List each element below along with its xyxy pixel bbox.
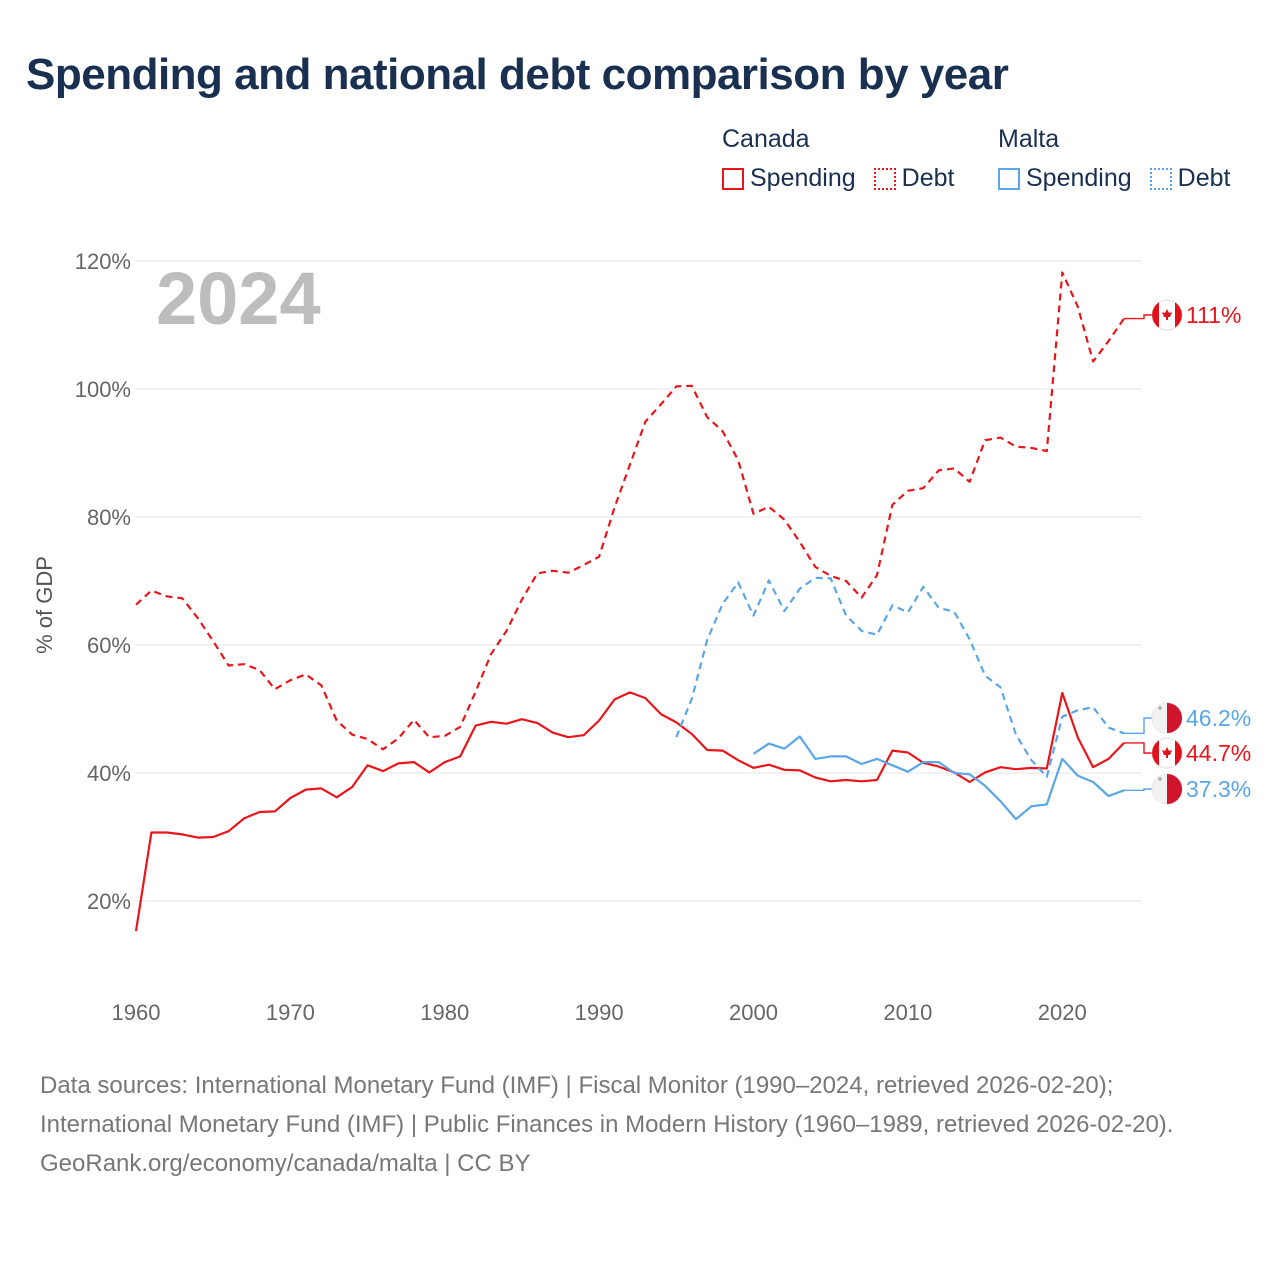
x-tick-label: 2000 [729,1000,778,1025]
george-cross-icon [1158,777,1162,781]
legend-item-label: Spending [1026,164,1132,192]
x-axis-ticks: 1960 1970 1980 1990 2000 2010 2020 [112,1000,1087,1025]
credit-link[interactable]: GeoRank.org/economy/canada/malta | CC BY [40,1150,531,1177]
legend-group-title: Malta [998,125,1060,153]
gridlines [134,260,1142,902]
series-line-malta-spending [752,735,1125,821]
legend-swatch-solid [998,167,1020,190]
footer: Data sources: International Monetary Fun… [40,1066,1240,1183]
flag-band [1152,302,1159,328]
end-connector [1124,742,1152,754]
maple-leaf-icon [1162,747,1172,758]
legend-item-label: Debt [1177,164,1231,192]
y-tick-label: 80% [87,505,131,530]
maple-leaf-icon [1162,309,1172,320]
x-tick-label: 1960 [112,1000,161,1025]
chart-title: Spending and national debt comparison by… [26,50,1009,99]
end-value-label: 37.3% [1186,776,1251,802]
legend-swatch-solid [722,167,744,190]
end-value-label: 46.2% [1186,705,1251,731]
year-overlay: 2024 [156,257,321,340]
end-connector [1124,717,1152,735]
end-value-label: 44.7% [1186,740,1251,766]
series-line-canada-spending [134,691,1125,932]
george-cross-icon [1158,706,1162,710]
legend-item-malta-debt[interactable]: Debt [1149,164,1231,193]
y-tick-label: 60% [87,633,131,658]
y-tick-label: 20% [87,889,131,914]
legend-group-title: Canada [722,125,810,153]
flag-half-white [1152,774,1167,804]
y-axis-label: % of GDP [32,556,57,654]
legend-swatch-dotted [1149,167,1172,190]
legend-item-canada-spending[interactable]: Spending [722,164,856,193]
legend-item-malta-spending[interactable]: Spending [998,164,1132,193]
series-line-malta-debt [675,576,1125,778]
data-sources: Data sources: International Monetary Fun… [40,1072,1174,1138]
legend-item-label: Debt [901,164,955,192]
flag-half-red [1167,774,1182,804]
flag-band [1152,740,1159,766]
end-connector [1124,314,1152,320]
x-tick-label: 1970 [266,1000,315,1025]
y-tick-label: 40% [87,761,131,786]
end-connector [1124,788,1152,791]
flag-band [1175,740,1182,766]
x-tick-label: 1980 [420,1000,469,1025]
legend-group-malta: Malta Spending Debt [998,124,1248,193]
flag-half-white [1152,703,1167,733]
end-value-label: 111% [1186,302,1241,328]
legend-item-label: Spending [750,164,856,192]
x-tick-label: 1990 [575,1000,624,1025]
end-markers: 44.7% 111% 37.3% 46.2% [1124,299,1251,805]
flag-band [1175,302,1182,328]
y-tick-label: 120% [75,249,131,274]
x-tick-label: 2020 [1038,1000,1087,1025]
series-lines [134,271,1125,932]
y-tick-label: 100% [75,377,131,402]
legend-swatch-dotted [873,167,896,190]
line-chart: 20% 40% 60% 80% 100% 120% 1960 1970 1980 1990 200… [32,249,1251,1025]
flag-half-red [1167,703,1182,733]
legend-group-canada: Canada Spending Debt [722,124,972,193]
legend-item-canada-debt[interactable]: Debt [873,164,955,193]
y-axis-ticks: 20% 40% 60% 80% 100% 120% [75,249,131,914]
series-line-canada-debt [135,271,1125,751]
x-tick-label: 2010 [883,1000,932,1025]
